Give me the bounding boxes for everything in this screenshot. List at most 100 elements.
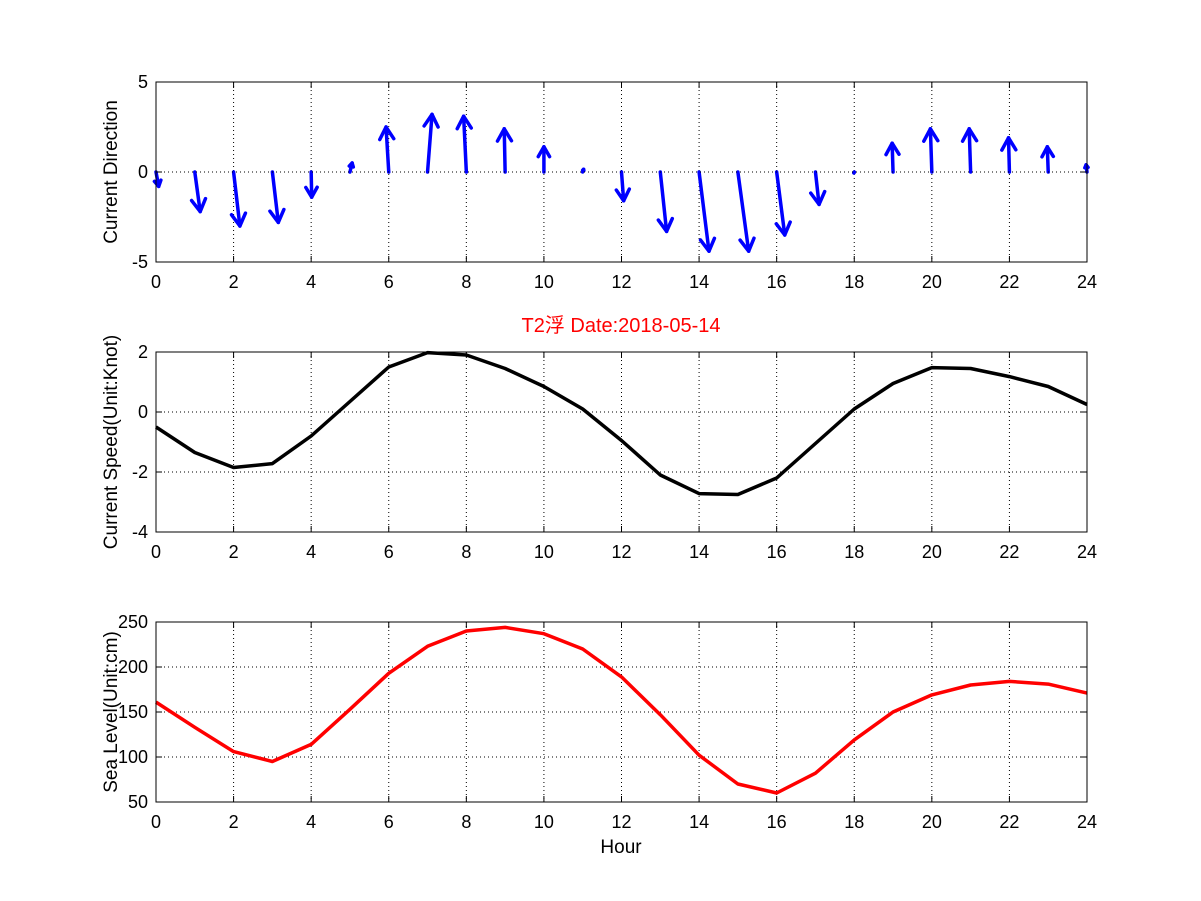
- arrow-head: [809, 189, 827, 207]
- x-tick-label: 16: [767, 542, 787, 562]
- x-tick-label: 12: [611, 812, 631, 832]
- arrow-shaft: [231, 170, 242, 228]
- y-axis-label-sea-level: Sea Level(Unit:cm): [101, 631, 122, 793]
- arrow-shaft: [736, 170, 751, 253]
- direction-arrow: [152, 170, 163, 189]
- y-axis-label-current-direction: Current Direction: [101, 100, 122, 244]
- direction-arrow: [884, 141, 901, 174]
- arrow-head: [884, 141, 901, 157]
- x-tick-label: 8: [461, 812, 471, 832]
- arrow-head: [656, 216, 675, 234]
- direction-arrow: [697, 170, 717, 253]
- x-tick-label: 8: [461, 272, 471, 292]
- arrow-head: [455, 114, 473, 131]
- x-tick-label: 14: [689, 542, 709, 562]
- arrow-head: [1040, 145, 1056, 159]
- y-tick-label: -2: [132, 462, 148, 482]
- x-tick-label: 10: [534, 812, 554, 832]
- arrow-shaft: [658, 170, 669, 234]
- arrow-shaft: [425, 112, 434, 174]
- x-tick-label: 4: [306, 542, 316, 562]
- arrow-shaft: [1045, 145, 1050, 174]
- x-tick-label: 12: [611, 542, 631, 562]
- y-tick-label: 200: [118, 657, 148, 677]
- x-tick-label: 14: [689, 272, 709, 292]
- y-tick-label: 50: [128, 792, 148, 812]
- direction-arrow: [1083, 163, 1090, 174]
- x-tick-label: 16: [767, 272, 787, 292]
- arrow-shaft: [384, 125, 391, 174]
- y-axis-label-current-speed: Current Speed(Unit:Knot): [101, 335, 122, 549]
- arrow-shaft: [309, 170, 314, 199]
- arrow-shaft: [774, 170, 787, 237]
- arrow-head: [495, 127, 514, 143]
- series-line-current-speed: [155, 350, 1088, 497]
- arrow-shaft: [813, 170, 821, 207]
- y-tick-label: 150: [118, 702, 148, 722]
- direction-arrow: [268, 170, 286, 225]
- arrow-head: [960, 127, 979, 143]
- y-tick-label: -5: [132, 252, 148, 272]
- x-tick-label: 18: [844, 542, 864, 562]
- x-tick-label: 24: [1077, 812, 1097, 832]
- x-tick-label: 6: [384, 272, 394, 292]
- x-tick-label: 14: [689, 812, 709, 832]
- x-tick-label: 20: [922, 542, 942, 562]
- x-tick-label: 4: [306, 272, 316, 292]
- direction-arrow: [455, 114, 473, 174]
- direction-arrow: [809, 170, 827, 207]
- x-tick-label: 4: [306, 812, 316, 832]
- y-tick-label: 250: [118, 612, 148, 632]
- arrow-head: [580, 167, 586, 173]
- arrow-head: [738, 236, 756, 253]
- arrow-head: [229, 211, 248, 228]
- arrow-shaft: [697, 170, 711, 253]
- direction-arrow: [736, 170, 756, 253]
- direction-arrow: [614, 170, 632, 203]
- x-tick-label: 22: [999, 542, 1019, 562]
- y-tick-label: 100: [118, 747, 148, 767]
- x-tick-label: 24: [1077, 542, 1097, 562]
- direction-arrow: [656, 170, 675, 234]
- direction-arrow: [1000, 136, 1018, 174]
- arrow-head: [1000, 136, 1018, 152]
- arrow-head: [304, 185, 319, 199]
- arrow-shaft: [502, 127, 507, 174]
- y-tick-label: -4: [132, 522, 148, 542]
- arrow-shaft: [461, 114, 469, 174]
- x-tick-label: 6: [384, 812, 394, 832]
- arrow-shaft: [967, 127, 973, 174]
- series-line-sea-level: [155, 625, 1088, 795]
- x-tick-label: 20: [922, 272, 942, 292]
- arrow-head: [774, 220, 792, 237]
- arrow-head: [422, 112, 440, 129]
- arrow-shaft: [928, 127, 934, 174]
- y-tick-label: 2: [138, 342, 148, 362]
- direction-arrow: [1040, 145, 1056, 174]
- x-tick-label: 0: [151, 812, 161, 832]
- arrow-head: [536, 145, 552, 159]
- direction-arrow: [304, 170, 319, 199]
- arrow-shaft: [1006, 136, 1012, 174]
- x-tick-label: 2: [229, 812, 239, 832]
- direction-arrow: [229, 170, 248, 228]
- chart-title: T2浮 Date:2018-05-14: [521, 314, 720, 337]
- arrow-head: [698, 236, 717, 253]
- arrow-head: [378, 125, 396, 142]
- arrow-shaft: [890, 141, 895, 174]
- x-axis-label-sea-level: Hour: [600, 837, 642, 858]
- x-tick-label: 2: [229, 272, 239, 292]
- y-tick-label: 0: [138, 402, 148, 422]
- direction-arrow: [774, 170, 792, 237]
- arrow-shaft: [619, 170, 626, 203]
- arrow-head: [189, 196, 208, 214]
- x-tick-label: 16: [767, 812, 787, 832]
- x-tick-label: 22: [999, 272, 1019, 292]
- x-tick-label: 10: [534, 272, 554, 292]
- direction-arrow: [922, 127, 940, 174]
- direction-arrow: [378, 125, 396, 174]
